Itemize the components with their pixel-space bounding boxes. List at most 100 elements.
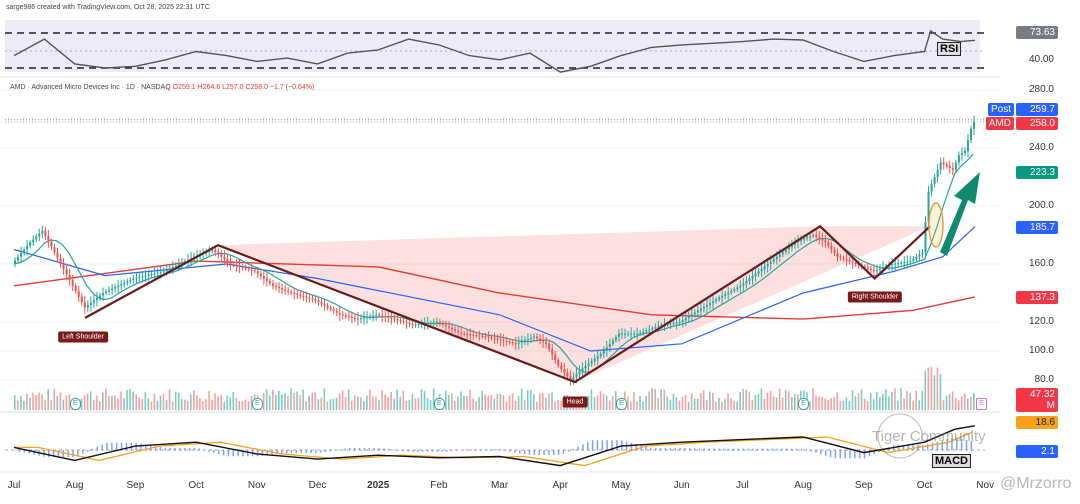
volume-bar	[375, 396, 377, 410]
price-axis-tick: 120.0	[1028, 316, 1054, 327]
volume-bar	[80, 398, 83, 410]
volume-bar	[885, 389, 887, 410]
macd-histogram-bar	[174, 448, 176, 451]
candle-body	[863, 266, 866, 268]
candle-body	[460, 332, 463, 334]
macd-histogram-bar	[344, 448, 346, 451]
signal-line	[14, 431, 974, 467]
macd-histogram-bar	[834, 450, 837, 459]
candle-body	[875, 270, 878, 272]
candle-body	[265, 278, 268, 281]
macd-histogram-bar	[455, 450, 458, 451]
volume-bar	[963, 393, 966, 410]
earnings-marker-icon[interactable]: E	[69, 398, 81, 410]
volume-bar	[490, 395, 493, 410]
volume-bar	[973, 392, 975, 410]
candle-body	[669, 323, 672, 325]
earnings-marker-icon[interactable]: E	[251, 398, 263, 410]
volume-bar	[117, 398, 119, 410]
volume-bar	[511, 393, 514, 410]
candle-body	[581, 368, 584, 372]
candle-body	[426, 323, 429, 325]
candle-body	[730, 290, 733, 293]
candle-body	[153, 273, 156, 275]
volume-bar	[199, 398, 201, 410]
candle-body	[287, 290, 290, 292]
volume-bar	[721, 401, 723, 410]
volume-bar	[205, 398, 207, 410]
candle-body	[323, 303, 326, 306]
earnings-marker-icon[interactable]: E	[616, 398, 627, 410]
macd-histogram-bar	[179, 448, 181, 451]
candle-body	[514, 343, 517, 345]
candle-body	[150, 274, 153, 276]
candle-body	[86, 305, 89, 308]
volume-bar	[356, 396, 359, 410]
candle-body	[17, 256, 20, 261]
macd-histogram-bar	[256, 450, 259, 457]
candle-body	[590, 361, 593, 364]
macd-line	[13, 425, 976, 467]
earnings-marker-icon[interactable]: E	[976, 398, 988, 410]
earnings-marker-icon[interactable]: E	[798, 398, 810, 410]
candle-body	[378, 314, 381, 316]
candle-body	[526, 338, 529, 341]
volume-bar	[417, 397, 420, 410]
volume-bar	[47, 388, 49, 410]
volume-bar	[909, 392, 911, 410]
candle-body	[699, 308, 702, 311]
volume-bar	[144, 392, 147, 410]
candle-body	[784, 249, 787, 252]
candle-body	[900, 262, 903, 264]
volume-bar	[639, 395, 641, 410]
volume-bar	[736, 401, 738, 410]
price-axis-tick: 100.0	[1028, 345, 1054, 356]
volume-bar	[827, 399, 829, 410]
macd-histogram-bar	[761, 448, 764, 451]
candle-body	[627, 333, 630, 335]
candle-body	[572, 377, 575, 380]
candle-body	[256, 271, 259, 274]
volume-bar	[551, 392, 553, 410]
volume-bar	[399, 396, 402, 410]
time-axis-tick: 2025	[367, 480, 390, 491]
volume-bar	[557, 400, 559, 410]
price-axis-tick: 240.0	[1028, 142, 1054, 153]
candle-body	[751, 276, 754, 279]
candle-body	[451, 327, 454, 330]
candle-body	[681, 320, 684, 322]
candle-body	[469, 334, 472, 336]
earnings-marker-icon[interactable]: E	[433, 398, 445, 410]
volume-bar	[423, 390, 426, 410]
macd-histogram-bar	[650, 447, 652, 451]
volume-bar	[633, 391, 635, 410]
volume-bar	[271, 389, 274, 410]
macd-histogram-bar	[970, 441, 973, 451]
candle-body	[147, 274, 150, 276]
tiger-logo-icon	[877, 413, 923, 459]
volume-bar	[171, 401, 174, 410]
candle-body	[454, 329, 457, 331]
volume-bar	[772, 396, 775, 410]
volume-bar	[554, 401, 556, 410]
volume-bar	[548, 393, 550, 410]
candle-body	[296, 293, 299, 295]
volume-bar	[268, 395, 271, 410]
candle-body	[578, 371, 581, 375]
volume-bar	[44, 399, 46, 410]
candle-body	[135, 277, 138, 279]
volume-bar	[378, 400, 380, 410]
macd-histogram-bar	[756, 448, 759, 451]
candle-body	[38, 233, 41, 237]
candle-body	[238, 265, 241, 267]
volume-bar	[369, 389, 371, 410]
volume-bar	[278, 390, 280, 410]
volume-bar	[766, 392, 769, 410]
macd-histogram-bar	[664, 448, 667, 451]
volume-bar	[821, 396, 823, 410]
volume-bar	[651, 388, 653, 410]
volume-bar	[265, 389, 268, 410]
macd-histogram-bar	[431, 450, 434, 452]
macd-histogram-bar	[907, 444, 910, 451]
